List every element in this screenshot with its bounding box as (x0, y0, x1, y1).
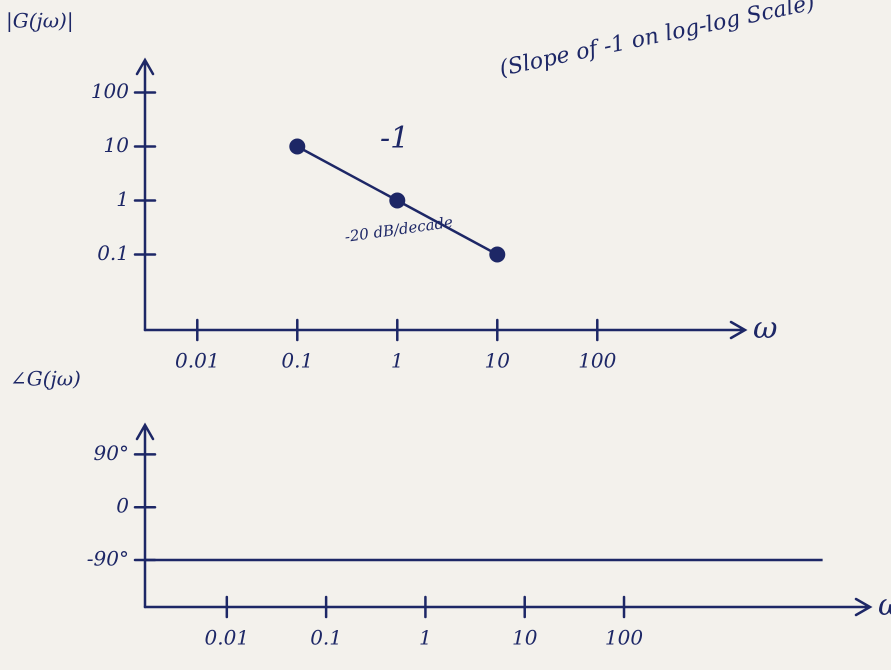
y-axis-label: ∠G(jω) (10, 367, 81, 391)
data-point (489, 247, 505, 263)
x-tick-label: 0.01 (175, 349, 220, 373)
y-tick-label: 1 (116, 187, 129, 211)
y-tick-label: 0.1 (97, 241, 129, 265)
y-axis-label: |G(jω)| (6, 9, 74, 34)
x-tick-label: 1 (391, 349, 404, 373)
x-tick-label: 100 (605, 626, 643, 650)
annotation: -1 (380, 121, 409, 156)
x-tick-label: 1 (419, 626, 432, 650)
x-axis (145, 599, 870, 615)
data-point (289, 139, 305, 155)
annotation: (Slope of -1 on log-log Scale) (497, 0, 817, 82)
x-tick-label: 0.1 (310, 626, 342, 650)
x-tick-label: 10 (512, 626, 538, 650)
y-axis (137, 425, 153, 607)
x-tick-label: 10 (485, 349, 511, 373)
y-tick-label: 10 (104, 133, 130, 157)
y-axis (137, 60, 153, 330)
x-axis-label: ω (878, 588, 891, 623)
y-tick-label: 90° (94, 441, 129, 465)
x-tick-label: 100 (578, 349, 616, 373)
annotation: -20 dB/decade (344, 213, 454, 246)
x-tick-label: 0.1 (281, 349, 313, 373)
x-axis-label: ω (753, 311, 777, 346)
data-point (389, 193, 405, 209)
y-tick-label: 0 (116, 494, 129, 518)
page: {"chart_data": [ {"type": "line", "log_x… (0, 0, 891, 670)
x-axis (145, 322, 745, 338)
x-tick-label: 0.01 (205, 626, 250, 650)
y-tick-label: 100 (91, 79, 129, 103)
y-tick-label: -90° (87, 547, 129, 571)
chart: |G(jω)| -1 -20 dB/decade (Slope of -1 on… (0, 0, 891, 670)
